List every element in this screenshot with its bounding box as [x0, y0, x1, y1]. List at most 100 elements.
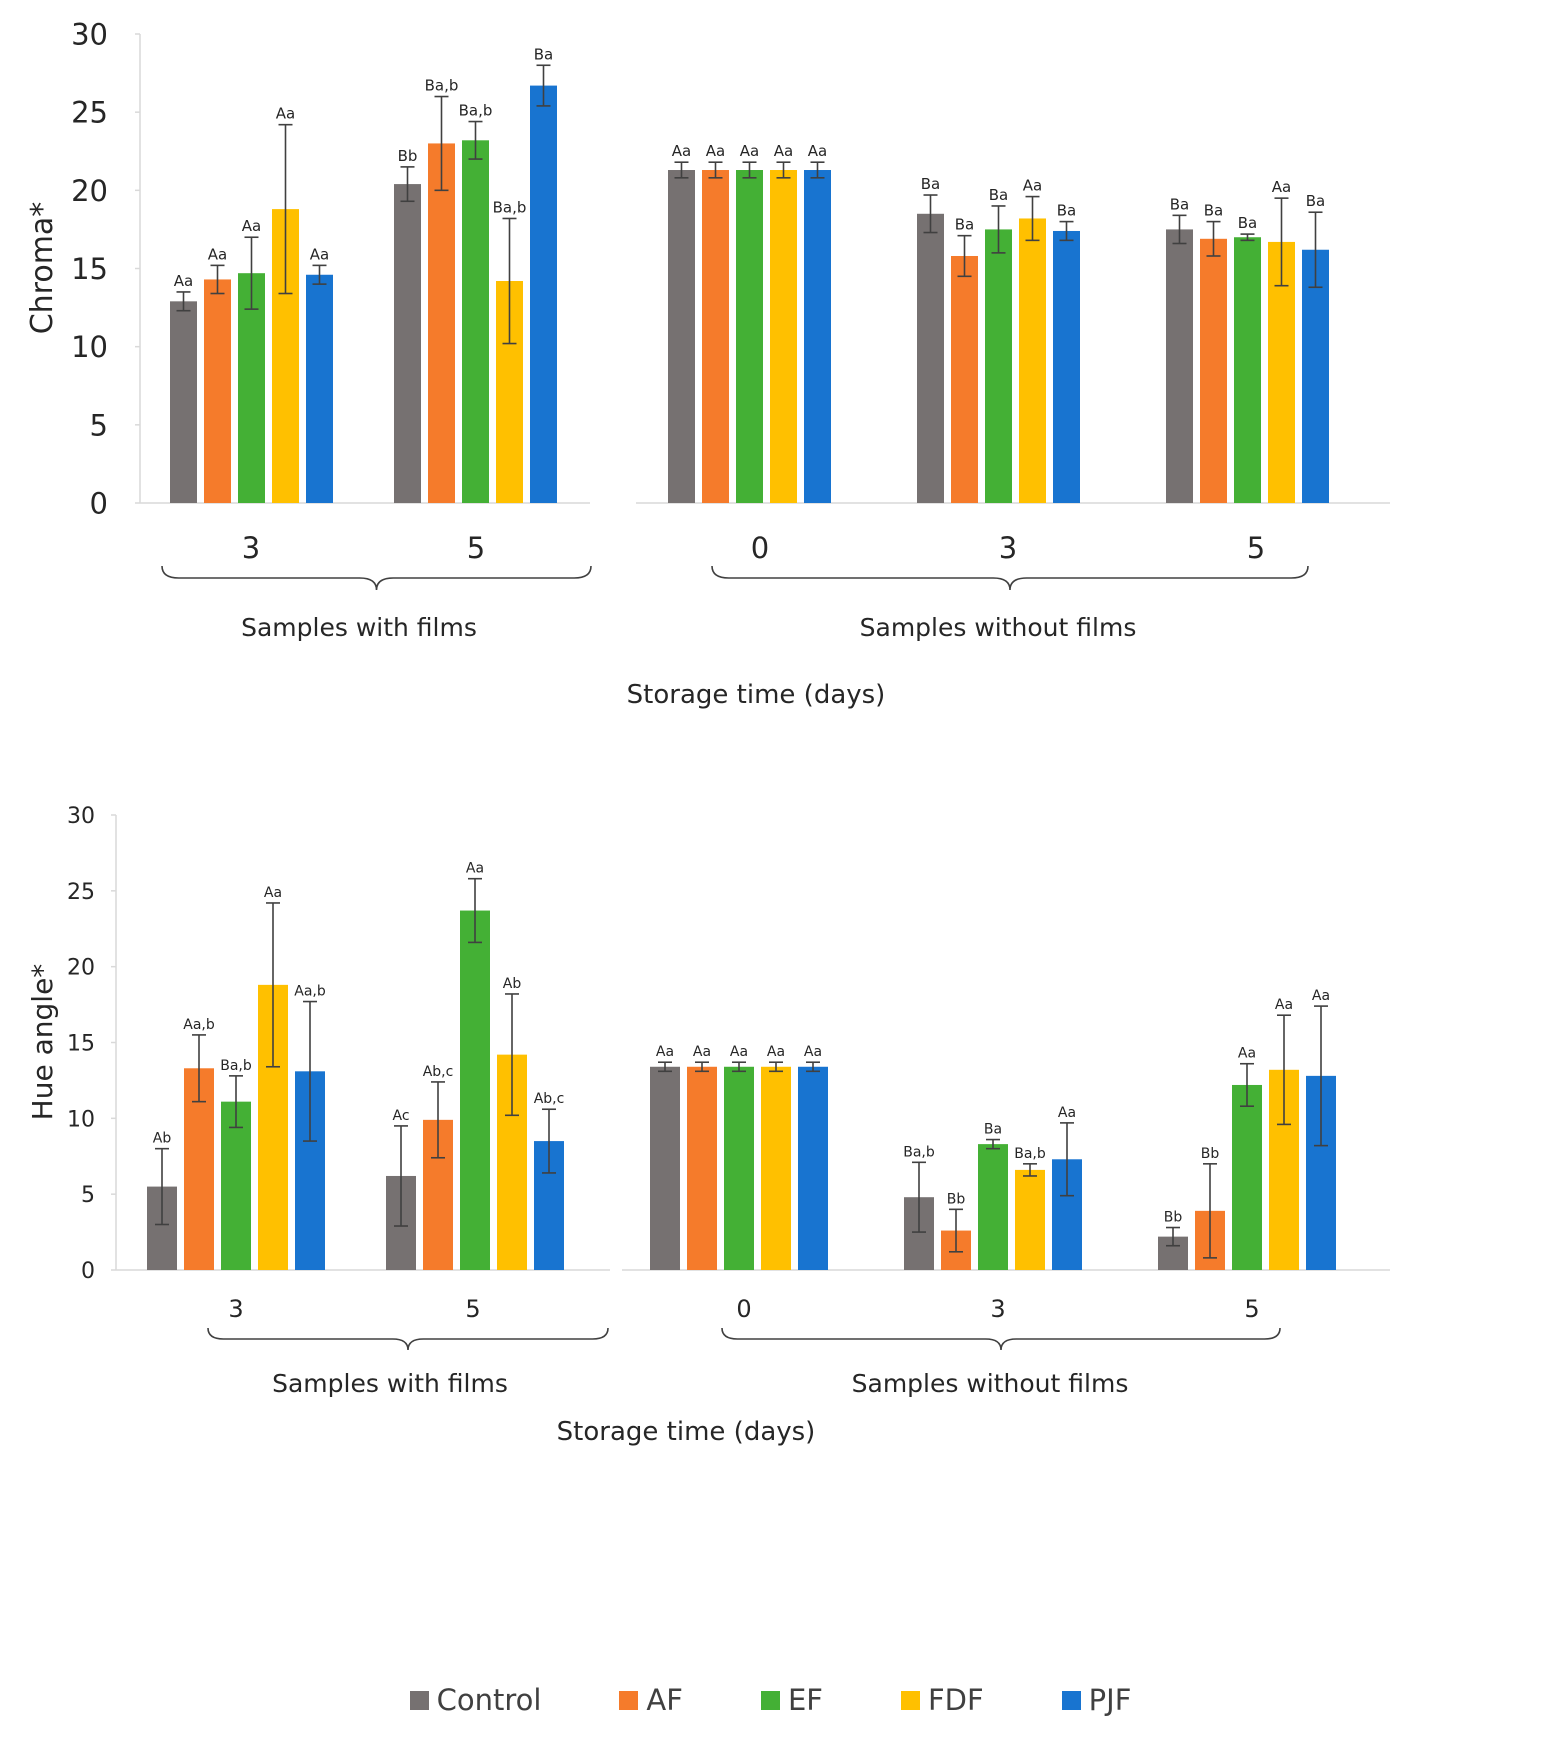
chroma-data-label: Ba — [1238, 214, 1257, 232]
chroma-x-axis-label: Storage time (days) — [627, 680, 886, 710]
chroma-bar — [428, 143, 455, 503]
chroma-y-tick-label: 20 — [71, 174, 108, 208]
hue-bar — [687, 1066, 717, 1270]
legend-item-af: AF — [619, 1683, 683, 1717]
legend-item-control: Control — [409, 1683, 542, 1717]
hue-data-label: Aa,b — [183, 1017, 215, 1033]
hue-data-label: Aa — [767, 1044, 785, 1060]
hue-x-tick-label: 3 — [990, 1295, 1005, 1323]
chroma-data-label: Ba — [955, 216, 974, 234]
legend: Control AF EF FDF PJF — [0, 1675, 1541, 1725]
hue-y-tick-label: 5 — [81, 1183, 95, 1208]
chroma-data-label: Ba,b — [425, 77, 459, 95]
hue-data-label: Ab — [153, 1131, 172, 1147]
chroma-data-label: Ba — [1306, 192, 1325, 210]
chroma-bar — [394, 184, 421, 503]
hue-y-axis-label: Hue angle* — [26, 964, 59, 1121]
hue-data-label: Ab — [503, 976, 522, 992]
hue-y-tick-label: 20 — [67, 956, 95, 981]
chroma-bar — [985, 229, 1012, 503]
chroma-x-tick-label: 5 — [1247, 531, 1265, 565]
chroma-x-tick-label: 3 — [999, 531, 1017, 565]
chroma-bar — [1053, 230, 1080, 504]
chroma-data-label: Aa — [208, 245, 227, 263]
chroma-bar — [702, 170, 729, 503]
chroma-data-label: Aa — [242, 217, 261, 235]
hue-bar — [724, 1066, 754, 1270]
chroma-data-label: Ba,b — [493, 198, 527, 216]
legend-item-ef: EF — [760, 1683, 823, 1717]
chroma-bar — [1302, 249, 1329, 503]
hue-y-tick-label: 25 — [67, 880, 95, 905]
chroma-data-label: Aa — [672, 142, 691, 160]
chroma-bar — [917, 213, 944, 504]
legend-label-ef: EF — [787, 1683, 823, 1717]
legend-label-control: Control — [436, 1683, 542, 1717]
hue-bar — [761, 1066, 791, 1270]
chroma-data-label: Aa — [808, 142, 827, 160]
chroma-data-label: Aa — [706, 142, 725, 160]
hue-data-label: Aa — [1312, 988, 1330, 1004]
hue-data-label: Ab,c — [534, 1091, 565, 1107]
hue-group-brace — [207, 1327, 609, 1351]
chroma-bar — [1166, 229, 1193, 503]
chroma-data-label: Ba — [534, 45, 553, 63]
hue-data-label: Aa — [1238, 1046, 1256, 1062]
hue-data-label: Aa — [730, 1044, 748, 1060]
chroma-data-label: Aa — [310, 245, 329, 263]
hue-bar — [1015, 1169, 1045, 1270]
hue-data-label: Aa — [264, 885, 282, 901]
chroma-data-label: Aa — [1272, 178, 1291, 196]
legend-swatch-fdf — [900, 1690, 920, 1710]
hue-x-axis-label: Storage time (days) — [557, 1417, 816, 1447]
hue-group-label: Samples without films — [852, 1369, 1129, 1398]
hue-group-brace — [721, 1327, 1281, 1351]
chroma-bar — [238, 273, 265, 503]
chroma-bar — [1200, 238, 1227, 503]
hue-x-tick-label: 5 — [465, 1295, 480, 1323]
chroma-bar — [204, 279, 231, 503]
hue-data-label: Ab,c — [423, 1064, 454, 1080]
chroma-data-label: Aa — [1023, 177, 1042, 195]
chroma-data-label: Aa — [174, 272, 193, 290]
legend-item-pjf: PJF — [1061, 1683, 1131, 1717]
chroma-data-label: Aa — [740, 142, 759, 160]
hue-data-label: Aa — [1275, 997, 1293, 1013]
hue-data-label: Bb — [947, 1191, 966, 1207]
hue-bar — [460, 910, 490, 1270]
chroma-bar — [951, 255, 978, 503]
chroma-bar — [804, 170, 831, 503]
legend-swatch-ef — [760, 1690, 780, 1710]
hue-x-tick-label: 0 — [736, 1295, 751, 1323]
hue-bar — [221, 1101, 251, 1270]
hue-bar — [798, 1066, 828, 1270]
chroma-data-label: Aa — [276, 105, 295, 123]
chroma-group-brace — [161, 565, 592, 591]
chroma-data-label: Ba,b — [459, 102, 493, 120]
hue-x-tick-label: 3 — [228, 1295, 243, 1323]
chroma-y-axis-label: Chroma* — [25, 202, 60, 335]
hue-bar — [650, 1066, 680, 1270]
chroma-group-label: Samples with films — [241, 613, 477, 642]
chroma-group-brace — [711, 565, 1309, 591]
chroma-x-tick-label: 0 — [751, 531, 769, 565]
chroma-data-label: Ba — [1170, 195, 1189, 213]
chroma-data-label: Bb — [398, 147, 418, 165]
chroma-y-tick-label: 25 — [71, 96, 108, 130]
hue-y-tick-label: 30 — [67, 804, 95, 829]
legend-label-fdf: FDF — [927, 1683, 984, 1717]
hue-data-label: Ba,b — [903, 1144, 935, 1160]
chroma-bar — [462, 140, 489, 503]
hue-bar — [1232, 1084, 1262, 1270]
hue-data-label: Aa,b — [294, 984, 326, 1000]
hue-y-tick-label: 10 — [67, 1107, 95, 1132]
hue-data-label: Ac — [392, 1108, 409, 1124]
chroma-data-label: Aa — [774, 142, 793, 160]
legend-swatch-pjf — [1061, 1690, 1081, 1710]
legend-swatch-af — [619, 1690, 639, 1710]
hue-data-label: Ba,b — [1014, 1146, 1046, 1162]
chroma-bar — [770, 170, 797, 503]
chroma-bar — [736, 170, 763, 503]
chroma-y-tick-label: 30 — [71, 17, 108, 51]
